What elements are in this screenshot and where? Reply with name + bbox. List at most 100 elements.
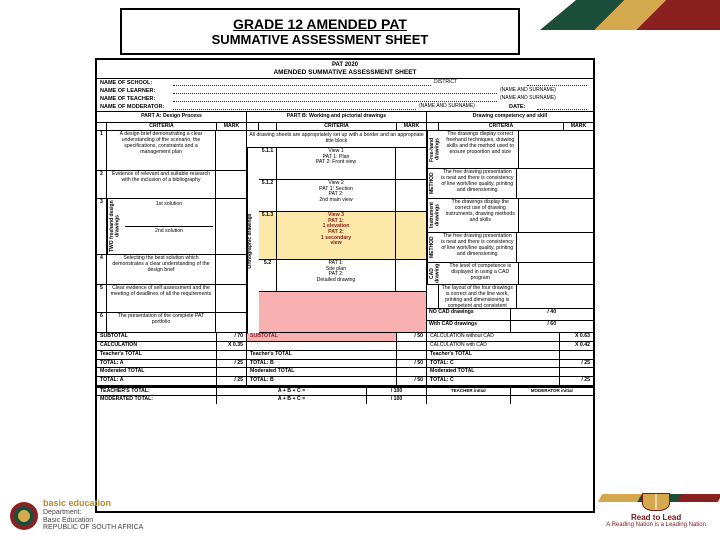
- blank-line: [537, 104, 587, 110]
- a-row-4: 4 Selecting the best solution which demo…: [97, 255, 246, 285]
- b-rows: 5.1.1 View 1 PAT 1: Plan PAT 2: Front vi…: [259, 148, 426, 334]
- teach-formula: A + B + C =: [217, 388, 367, 396]
- a3b: 2nd solution: [125, 227, 213, 253]
- c1-txt: The drawings display correct freehand te…: [443, 131, 519, 168]
- sub-b-val: / 50: [397, 333, 427, 341]
- a6-num: 6: [97, 313, 107, 332]
- subtotal-row: SUBTOTAL / 70 SUBTOTAL / 50 CALCULATION …: [97, 333, 593, 342]
- a-row-6: 6 The presentation of the complete PAT p…: [97, 313, 246, 333]
- parts-header-row: PART A: Design Process PART B: Working a…: [97, 112, 593, 123]
- tt-c: Teacher's TOTAL: [427, 351, 560, 359]
- tt-a-val: [217, 351, 247, 359]
- modtotal-row: TOTAL: A / 25 TOTAL: B / 50 TOTAL: C / 2…: [97, 377, 593, 386]
- b1-num: 5.1.1: [259, 148, 277, 179]
- c-row-6: The layout of the four drawings is corre…: [427, 285, 593, 309]
- a-row-3: 3 TWO freehand design drawings 1st solut…: [97, 199, 246, 255]
- b2-mark: [396, 180, 426, 211]
- dept-logo-block: basic education Department: Basic Educat…: [10, 499, 143, 532]
- label-district: DISTRICT: [434, 80, 524, 86]
- b4-num: 5.2: [259, 260, 277, 291]
- a1-txt: A design brief demonstrating a clear und…: [107, 131, 216, 170]
- tt-c-val: [560, 351, 593, 359]
- mod-tot-lab: MODERATED TOTAL:: [97, 396, 217, 404]
- b-pink-block: [259, 292, 426, 334]
- title-line-1: GRADE 12 AMENDED PAT: [132, 16, 508, 32]
- a1-mark: [216, 131, 246, 170]
- info-learner: NAME OF LEARNER: (NAME AND SURNAME): [97, 87, 593, 95]
- c6-txt: The layout of the four drawings is corre…: [439, 285, 517, 308]
- b-row-2: 5.1.2 View 2 PAT 1: Section PAT 2: 2nd m…: [259, 180, 426, 212]
- pat-year: PAT 2020: [97, 62, 593, 69]
- tt-a: Teacher's TOTAL: [97, 351, 217, 359]
- sheet-header: PAT 2020 AMENDED SUMMATIVE ASSESSMENT SH…: [97, 60, 593, 79]
- b4-txt: PAT 1: Site plan PAT 2: Detailed drawing: [277, 260, 396, 291]
- a6-mark: [216, 313, 246, 332]
- mod-c: Moderated TOTAL: [427, 368, 560, 376]
- part-a-header: PART A: Design Process: [97, 112, 247, 122]
- part-a-body: 1 A design brief demonstrating a clear u…: [97, 131, 247, 333]
- a3-mark: [216, 199, 246, 254]
- calc-c2: CALCULATION with CAD: [427, 342, 560, 350]
- calc-c1: CALCULATION without CAD: [427, 333, 560, 341]
- mtot-a: TOTAL: A: [97, 377, 217, 385]
- hint-teacher: (NAME AND SURNAME): [500, 96, 590, 102]
- dept-lines: Department: Basic Education REPUBLIC OF …: [43, 509, 143, 532]
- tot-a: TOTAL: A: [97, 360, 217, 368]
- blank-line: [173, 104, 416, 110]
- mod-a: Moderated TOTAL: [97, 368, 217, 376]
- col-criteria-b: CRITERIA: [277, 123, 397, 131]
- b4-mark: [396, 260, 426, 291]
- calc-b-val: [397, 342, 427, 350]
- c3-txt: The drawings display the correct use of …: [443, 199, 519, 232]
- mod-100: / 100: [367, 396, 427, 404]
- info-moderator: NAME OF MODERATOR: (NAME AND SURNAME) DA…: [97, 103, 593, 111]
- teach-tot-lab: TEACHER'S TOTAL:: [97, 388, 217, 396]
- b1-txt: View 1 PAT 1: Plan PAT 2: Front view: [277, 148, 396, 179]
- c3-mark: [519, 199, 594, 232]
- book-icon: [642, 493, 670, 511]
- c6-mark: [517, 285, 594, 308]
- mod-row: Moderated TOTAL Moderated TOTAL Moderate…: [97, 368, 593, 377]
- label-date: DATE:: [509, 104, 534, 110]
- col-mark-b: MARK: [397, 123, 427, 131]
- label-moderator: NAME OF MODERATOR:: [100, 104, 170, 110]
- a3-solutions: 1st solution 2nd solution: [123, 199, 216, 254]
- b3-txt: View 3 PAT 1: 1 elevation PAT 2: 1 secon…: [277, 212, 396, 259]
- c3-vert: Instrument drawings: [427, 199, 443, 232]
- nocad-val: / 40: [511, 309, 594, 320]
- a5-mark: [216, 285, 246, 312]
- sub-a-lab: SUBTOTAL: [97, 333, 217, 341]
- calc-a-lab: CALCULATION: [97, 342, 217, 350]
- b-row-3-highlighted: 5.1.3 View 3 PAT 1: 1 elevation PAT 2: 1…: [259, 212, 426, 260]
- b3-num: 5.1.3: [259, 212, 277, 259]
- a4-num: 4: [97, 255, 107, 284]
- c2-txt: The free drawing presentation is neat an…: [439, 169, 517, 198]
- tot-b-v: / 50: [397, 360, 427, 368]
- mod-b: Moderated TOTAL: [247, 368, 397, 376]
- mtot-a-v: / 25: [217, 377, 247, 385]
- b1-mark: [396, 148, 426, 179]
- calc-c2v: X 0.42: [560, 342, 593, 350]
- c5-txt: The level of competence is displayed in …: [443, 263, 519, 284]
- label-learner: NAME OF LEARNER:: [100, 88, 170, 94]
- dept-text: basic education Department: Basic Educat…: [43, 499, 143, 532]
- calc-row: CALCULATION X 0.35 CALCULATION with CAD …: [97, 342, 593, 351]
- hint-moderator: (NAME AND SURNAME): [419, 104, 509, 110]
- b-main: Orthographic drawings 5.1.1 View 1 PAT 1…: [247, 148, 426, 334]
- blank-line: [173, 96, 497, 102]
- tot-b: TOTAL: B: [247, 360, 397, 368]
- c6-vert: [427, 285, 439, 308]
- c-withcad: With CAD drawings / 60: [427, 321, 593, 333]
- column-headers: CRITERIA MARK CRITERIA MARK CRITERIA MAR…: [97, 123, 593, 132]
- a6-txt: The presentation of the complete PAT por…: [107, 313, 216, 332]
- part-c-body: Free-hand drawings The drawings display …: [427, 131, 593, 333]
- c-row-3: Instrument drawings The drawings display…: [427, 199, 593, 233]
- blank-line: [527, 80, 587, 86]
- sub-b-lab: SUBTOTAL: [247, 333, 397, 341]
- a3-vert: TWO freehand design drawings: [107, 199, 123, 254]
- calc-a-val: X 0.35: [217, 342, 247, 350]
- a2-num: 2: [97, 171, 107, 198]
- info-block: NAME OF SCHOOL: DISTRICT NAME OF LEARNER…: [97, 79, 593, 112]
- b-top: All drawing sheets are appropriately set…: [247, 131, 426, 147]
- c2-vert: METHOD: [427, 169, 439, 198]
